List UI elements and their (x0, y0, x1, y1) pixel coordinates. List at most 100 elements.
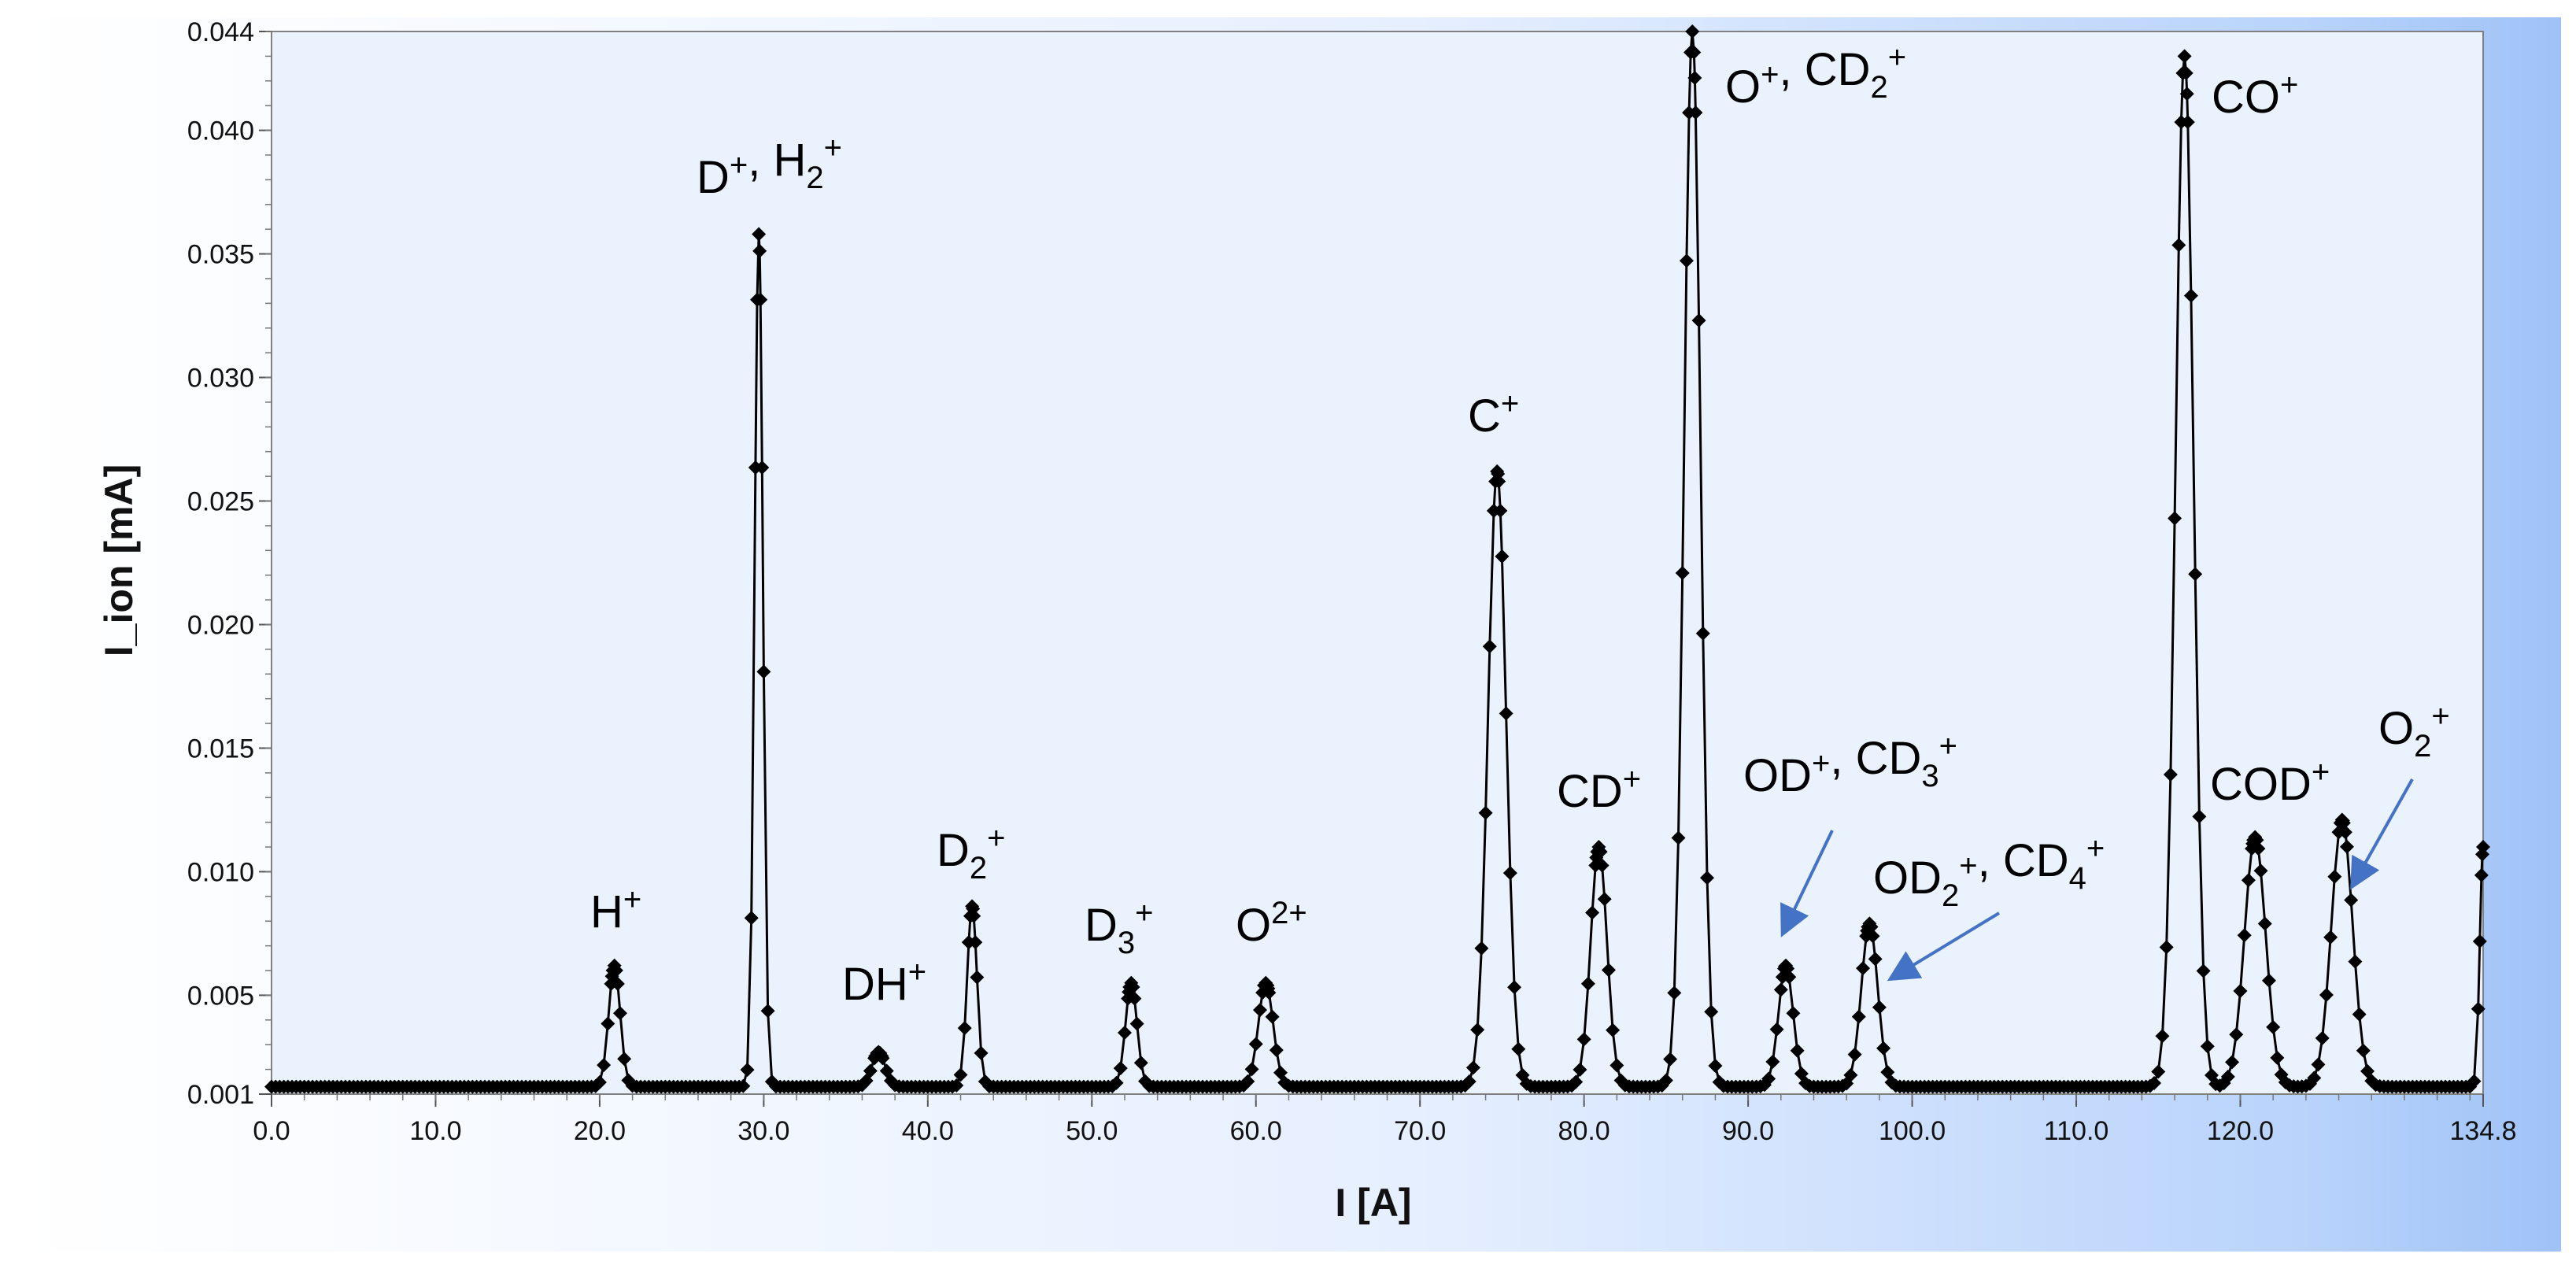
data-point (966, 908, 981, 923)
data-point (2311, 1057, 2326, 1072)
data-point (1493, 503, 1508, 518)
data-point (2159, 940, 2174, 955)
y-tick-label: 0.044 (187, 17, 254, 47)
data-point (2344, 893, 2359, 908)
data-point (1576, 1032, 1591, 1047)
y-tick-label: 0.020 (187, 610, 254, 640)
data-point (2467, 1074, 2482, 1089)
data-point (1595, 858, 1610, 873)
y-axis-title: I_ion [mA] (97, 464, 141, 656)
data-point (2251, 841, 2266, 856)
data-point (2472, 934, 2487, 948)
data-point (1597, 892, 1612, 907)
data-point (1507, 980, 1522, 995)
peak-label-dh-plus: DH+ (842, 955, 926, 1010)
y-tick-label: 0.010 (187, 857, 254, 887)
data-point (753, 292, 768, 307)
data-point (1273, 1065, 1288, 1080)
data-point (1687, 45, 1702, 60)
data-point (592, 1074, 607, 1089)
data-point (736, 1078, 751, 1093)
data-point (1269, 1043, 1284, 1058)
data-point (2352, 1007, 2367, 1022)
series-layer (264, 24, 2490, 1094)
data-point (1675, 566, 1690, 581)
data-point (1593, 845, 1608, 860)
data-point (1585, 905, 1600, 920)
data-point (1511, 1041, 1526, 1056)
data-point (2338, 825, 2352, 840)
data-point (612, 1006, 627, 1021)
x-tick-label: 70.0 (1394, 1116, 1446, 1146)
data-point (949, 1078, 964, 1093)
y-tick-label: 0.030 (187, 364, 254, 394)
data-point (1606, 1022, 1621, 1037)
data-point (2155, 1029, 2170, 1044)
x-axis: 0.0 10.0 20.0 30.0 40.0 50.0 60.0 70.0 80.0 90.0 1… (253, 1094, 2517, 1146)
data-point (974, 1045, 989, 1060)
data-point (1240, 1074, 1255, 1089)
od-arrow (1780, 830, 1834, 937)
peak-label-h-plus: H+ (590, 882, 641, 937)
data-point (2266, 1019, 2281, 1034)
data-point (2171, 238, 2186, 253)
x-tick-label: 110.0 (2044, 1116, 2109, 1146)
data-point (1708, 1058, 1723, 1073)
data-point (1786, 1006, 1801, 1021)
x-tick-label: 40.0 (902, 1116, 954, 1146)
data-point (1601, 963, 1616, 978)
data-point (2151, 1064, 2166, 1079)
data-point (601, 1016, 615, 1031)
data-point (1465, 1060, 1480, 1075)
peak-label-od-plus-cd3-plus: OD+, CD3+ (1743, 729, 1957, 801)
data-point (2233, 983, 2248, 998)
data-point (1569, 1074, 1584, 1089)
data-point (2476, 840, 2490, 855)
data-point (760, 1004, 775, 1019)
x-tick-label: 30.0 (737, 1116, 789, 1146)
peak-label-d-plus-h2-plus: D+, H2+ (697, 131, 842, 203)
peak-label-o2-plus-double: O2+ (1236, 896, 1307, 951)
data-point (1865, 929, 1880, 944)
data-point (1470, 1022, 1485, 1037)
data-point (1769, 1022, 1784, 1037)
data-point (755, 460, 770, 475)
data-point (1502, 866, 1517, 881)
data-point (1667, 985, 1682, 1000)
x-tick-label: 100.0 (1879, 1116, 1946, 1146)
data-point (1687, 70, 1702, 85)
data-point (2336, 815, 2351, 830)
data-point (1704, 1004, 1719, 1019)
data-point (2220, 1069, 2235, 1084)
data-point (1671, 830, 1686, 845)
series-markers (264, 24, 2490, 1094)
data-point (2356, 1043, 2371, 1058)
data-point (2257, 916, 2272, 931)
data-point (744, 911, 759, 926)
x-axis-title: I [A] (1335, 1181, 1411, 1225)
data-point (1782, 970, 1797, 985)
data-point (752, 243, 767, 258)
data-point (617, 1052, 632, 1067)
data-point (1248, 1037, 1263, 1052)
data-point (752, 227, 767, 242)
data-point (2315, 1030, 2330, 1045)
data-point (1580, 976, 1595, 991)
data-point (968, 935, 983, 950)
data-point (2147, 1076, 2162, 1091)
data-point (2471, 1001, 2485, 1016)
data-point (1679, 253, 1694, 268)
data-point (1773, 982, 1788, 997)
label-layer: H+ D+, H2+ DH+ D2+ D3+ O2+ C+ CD+ O+, CD2+ OD+, C… (590, 40, 2450, 1010)
y-tick-label: 0.035 (187, 240, 254, 270)
data-point (2237, 928, 2252, 943)
data-point (2327, 869, 2342, 884)
peak-label-od2-plus-cd4-plus: OD2+, CD4+ (1873, 831, 2105, 913)
data-point (1133, 1056, 1148, 1070)
data-point (875, 1051, 890, 1066)
data-point (597, 1058, 612, 1073)
data-point (608, 963, 623, 978)
od2-arrow (1887, 911, 2001, 982)
